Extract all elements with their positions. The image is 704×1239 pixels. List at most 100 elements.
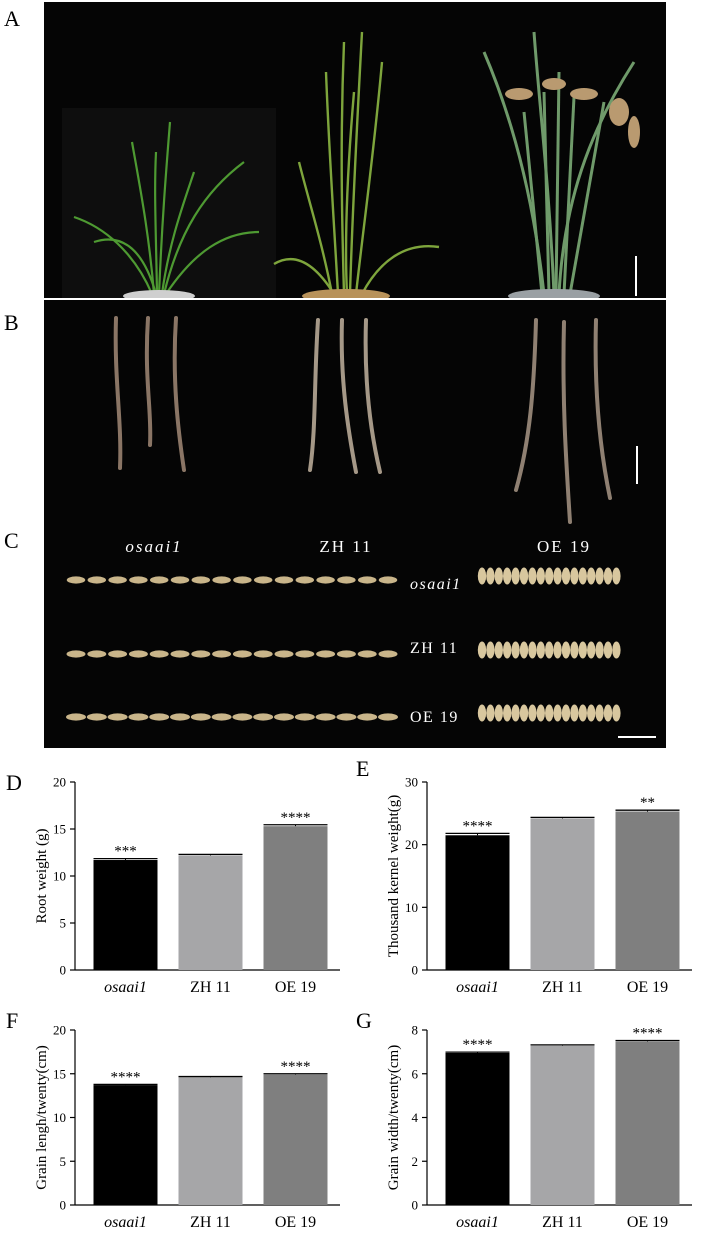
grain-length-2-7 bbox=[211, 713, 232, 721]
grain-width-0-7 bbox=[536, 567, 545, 585]
genotype-label-zh11: ZH 11 bbox=[319, 537, 372, 556]
x-category-label: OE 19 bbox=[275, 979, 316, 996]
grain-length-1-2 bbox=[108, 650, 128, 658]
grain-length-2-4 bbox=[149, 713, 170, 721]
panel-a-plant-photo bbox=[44, 2, 666, 298]
grain-length-0-8 bbox=[233, 576, 252, 584]
genotype-label-oe19: OE 19 bbox=[537, 537, 591, 556]
y-tick-label: 5 bbox=[60, 1154, 67, 1169]
grain-length-1-10 bbox=[274, 650, 294, 658]
grain-width-0-11 bbox=[570, 567, 579, 585]
grain-length-0-9 bbox=[253, 576, 273, 584]
grain-length-2-8 bbox=[232, 713, 253, 721]
roots-osaai1 bbox=[113, 316, 186, 472]
grain-width-2-11 bbox=[570, 704, 579, 722]
grain-width-2-14 bbox=[595, 704, 604, 722]
grain-width-2-10 bbox=[561, 704, 571, 722]
grain-length-1-8 bbox=[232, 650, 252, 658]
x-category-label: ZH 11 bbox=[542, 979, 583, 996]
plant-zh11 bbox=[273, 31, 440, 295]
grain-length-1-5 bbox=[170, 650, 190, 658]
grain-length-1-1 bbox=[87, 650, 107, 658]
y-tick-label: 0 bbox=[412, 1198, 419, 1213]
grain-length-1-14 bbox=[357, 650, 377, 658]
plant-oe19 bbox=[482, 31, 636, 295]
grain-length-0-4 bbox=[149, 576, 169, 584]
grain-width-0-8 bbox=[545, 567, 554, 585]
y-tick-label: 2 bbox=[412, 1154, 419, 1169]
grain-length-2-3 bbox=[128, 713, 149, 721]
y-tick-label: 6 bbox=[412, 1066, 419, 1081]
grain-length-0-7 bbox=[212, 576, 231, 584]
grain-length-2-9 bbox=[253, 713, 274, 721]
panel-letter-d: D bbox=[6, 770, 22, 795]
grain-length-2-6 bbox=[190, 713, 211, 721]
y-axis-label: Thousand kernel weight(g) bbox=[386, 795, 402, 957]
grain-width-2-2 bbox=[494, 704, 503, 722]
grain-width-1-2 bbox=[494, 641, 503, 659]
x-category-label: ZH 11 bbox=[542, 1214, 583, 1231]
grain-length-2-14 bbox=[357, 713, 378, 721]
panel-letter-b: B bbox=[4, 310, 19, 335]
y-tick-label: 15 bbox=[53, 822, 66, 837]
bar-e-1 bbox=[530, 818, 595, 970]
grain-width-1-0 bbox=[477, 641, 487, 659]
y-axis-label: Grain width/twenty(cm) bbox=[386, 1045, 402, 1190]
panicles bbox=[505, 78, 640, 148]
panel-c-grain-photo: osaai1 ZH 11 OE 19 bbox=[44, 556, 666, 748]
grain-width-1-13 bbox=[587, 641, 596, 659]
grain-length-1-13 bbox=[336, 650, 356, 658]
genotype-label-osaai1: osaai1 bbox=[125, 537, 182, 556]
grain-length-1-0 bbox=[66, 650, 86, 658]
grain-width-0-3 bbox=[503, 567, 512, 585]
grain-length-2-12 bbox=[315, 713, 336, 721]
grain-width-1-3 bbox=[503, 641, 512, 659]
grain-width-2-13 bbox=[587, 704, 596, 722]
grain-width-1-10 bbox=[561, 641, 571, 659]
y-tick-label: 0 bbox=[60, 963, 67, 978]
bar-g-1 bbox=[530, 1045, 595, 1205]
x-category-label: osaai1 bbox=[456, 1214, 499, 1231]
grain-width-1-1 bbox=[486, 641, 495, 659]
chart-d-svg: 0 5 10 15 20 Root weight (g) *** osaai1 ZH 11 ***… bbox=[34, 775, 340, 996]
bar-d-0 bbox=[93, 860, 158, 970]
grain-length-2-1 bbox=[86, 713, 107, 721]
grain-width-1-6 bbox=[528, 641, 537, 659]
grain-length-1-15 bbox=[378, 650, 398, 658]
chart-g-grain-width: 0 2 4 6 8 Grain width/twenty(cm) **** osaai1 ZH … bbox=[352, 1004, 704, 1239]
panel-b-root-photo: osaai1 ZH 11 OE 19 bbox=[44, 300, 666, 556]
panel-letter-a: A bbox=[4, 6, 20, 31]
significance-marker: **** bbox=[463, 1037, 493, 1053]
grain-width-1-7 bbox=[536, 641, 545, 659]
bar-f-1 bbox=[178, 1077, 243, 1205]
grain-length-2-5 bbox=[170, 713, 190, 721]
panel-letter-e: E bbox=[356, 756, 370, 781]
chart-f-grain-length: 0 5 10 15 20 Grain lengh/twenty(cm) **** osaai1… bbox=[0, 1004, 352, 1239]
roots-illustration: osaai1 ZH 11 OE 19 bbox=[44, 300, 666, 556]
grain-width-2-15 bbox=[603, 704, 613, 722]
y-tick-label: 8 bbox=[412, 1023, 419, 1038]
grain-width-2-8 bbox=[545, 704, 554, 722]
grain-length-2-15 bbox=[378, 713, 398, 721]
chart-d-root-weight: 0 5 10 15 20 Root weight (g) *** osaai1 ZH 11 ***… bbox=[0, 756, 352, 1004]
panel-letter-c: C bbox=[4, 528, 19, 553]
grain-rows-widthwise bbox=[477, 567, 621, 722]
y-tick-label: 20 bbox=[405, 837, 418, 852]
grain-width-2-4 bbox=[511, 704, 520, 722]
y-tick-label: 10 bbox=[405, 900, 418, 915]
grain-length-1-12 bbox=[316, 650, 336, 658]
grain-width-1-5 bbox=[519, 641, 529, 659]
bar-d-1 bbox=[178, 855, 243, 970]
grain-width-0-14 bbox=[595, 567, 604, 585]
bar-e-2 bbox=[615, 811, 680, 970]
x-category-label: ZH 11 bbox=[190, 979, 231, 996]
grain-width-2-16 bbox=[612, 704, 621, 722]
grain-length-0-12 bbox=[316, 576, 335, 584]
x-category-label: osaai1 bbox=[104, 1214, 147, 1231]
significance-marker: **** bbox=[281, 1059, 311, 1075]
grain-length-2-13 bbox=[336, 713, 357, 721]
grain-length-2-11 bbox=[294, 713, 315, 721]
chart-g-svg: 0 2 4 6 8 Grain width/twenty(cm) **** osaai1 ZH … bbox=[386, 1023, 692, 1231]
rice-plants-illustration bbox=[44, 2, 666, 298]
